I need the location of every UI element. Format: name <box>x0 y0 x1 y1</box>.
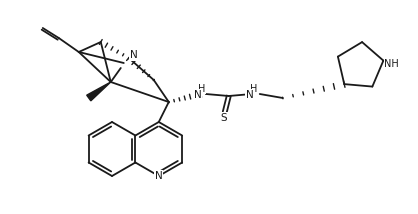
Text: S: S <box>220 113 227 123</box>
Text: N: N <box>246 90 254 100</box>
Text: H: H <box>250 84 257 94</box>
Polygon shape <box>87 82 111 101</box>
Text: N: N <box>155 171 163 181</box>
Text: NH: NH <box>384 59 399 69</box>
Text: N: N <box>194 90 201 100</box>
Text: H: H <box>198 84 206 94</box>
Text: N: N <box>130 50 138 60</box>
